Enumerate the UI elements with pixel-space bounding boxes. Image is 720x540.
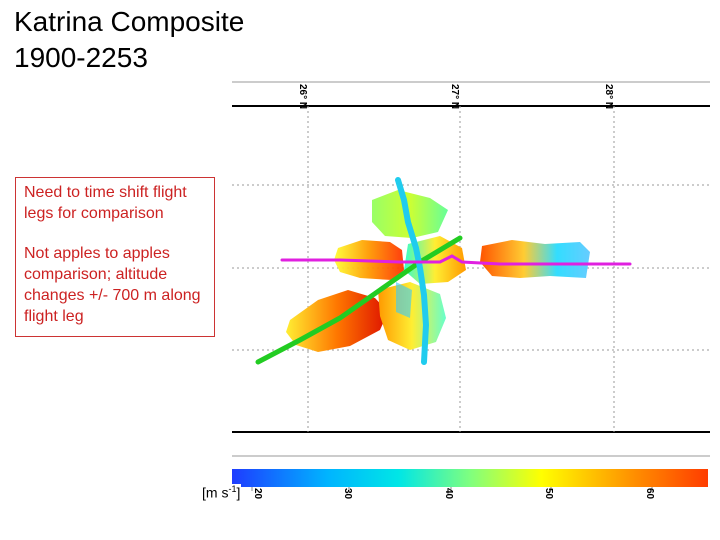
swath-lower-right (378, 282, 446, 350)
colorbar-ticks (251, 487, 653, 491)
colorbar-tick-30: 30 (342, 488, 353, 500)
unit-label-exponent: -1 (228, 484, 237, 494)
colorbar-unit-label: [m s-1] (201, 484, 242, 501)
note-time-shift: Need to time shift flight legs for compa… (24, 184, 187, 222)
track-magenta (280, 254, 632, 266)
lat-label-28: 28° N (603, 84, 614, 109)
track-green (255, 235, 463, 365)
colorbar-tick-40: 40 (443, 488, 454, 500)
note-altitude: Not apples to apples comparison; altitud… (24, 245, 201, 325)
lat-label-27: 27° N (449, 84, 460, 109)
grid-lines (232, 106, 710, 432)
unit-label-text: [m s (202, 484, 229, 501)
colorbar-tick-60: 60 (644, 488, 655, 500)
wind-swaths (286, 190, 590, 352)
swath-center-cyan (396, 282, 412, 318)
colorbar-tick-20: 20 (252, 488, 263, 500)
unit-label-close: ] (236, 484, 241, 501)
swath-upper (372, 190, 448, 238)
track-cyan (395, 177, 430, 365)
swath-right (480, 240, 590, 278)
slide-title: Katrina Composite 1900-2253 (14, 6, 245, 73)
annotation-box: Need to time shift flight legs for compa… (15, 177, 215, 337)
colorbar (232, 469, 708, 487)
flight-tracks (255, 177, 632, 365)
colorbar-tick-50: 50 (543, 488, 554, 500)
lat-label-26: 26° N (297, 84, 308, 109)
